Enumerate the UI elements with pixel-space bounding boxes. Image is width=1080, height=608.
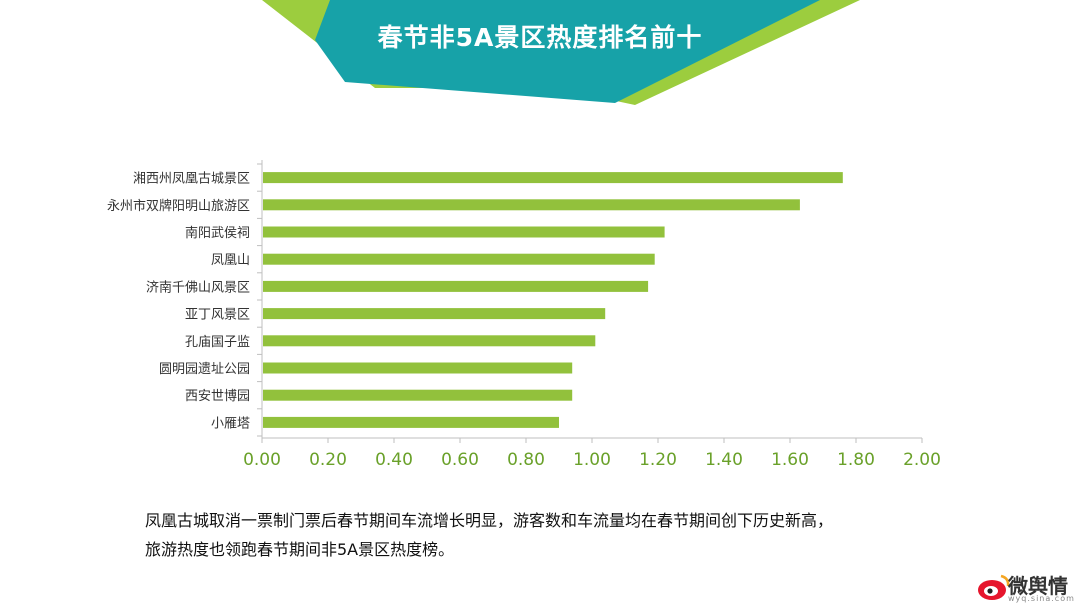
category-label: 南阳武侯祠 — [185, 225, 250, 241]
caption-line-1: 凤凰古城取消一票制门票后春节期间车流增长明显，游客数和车流量均在春节期间创下历史… — [145, 511, 834, 530]
x-tick-label: 1.80 — [837, 450, 875, 470]
category-label: 永州市双牌阳明山旅游区 — [107, 198, 250, 214]
logo-url: wyq.sina.com — [1008, 594, 1075, 603]
bar — [263, 226, 665, 238]
bar — [263, 335, 596, 347]
x-tick-label: 0.60 — [441, 450, 479, 470]
title-banner — [262, 0, 860, 105]
weibo-logo-icon — [978, 574, 1010, 600]
category-label: 圆明园遗址公园 — [159, 362, 250, 377]
x-tick-label: 0.40 — [375, 450, 413, 470]
banner-teal-shape — [315, 0, 820, 103]
bar — [263, 389, 573, 401]
bar — [263, 172, 843, 184]
x-tick-label: 1.00 — [573, 450, 611, 470]
x-tick-label: 1.20 — [639, 450, 677, 470]
bar — [263, 416, 559, 428]
bar — [263, 199, 800, 211]
category-label: 亚丁风景区 — [185, 308, 250, 323]
category-label: 西安世博园 — [185, 389, 250, 404]
x-tick-label: 1.60 — [771, 450, 809, 470]
x-tick-label: 0.80 — [507, 450, 545, 470]
x-tick-label: 0.20 — [309, 450, 347, 470]
category-label: 凤凰山 — [211, 253, 250, 268]
bar — [263, 308, 606, 320]
caption-line-2: 旅游热度也领跑春节期间非5A景区热度榜。 — [145, 540, 455, 559]
bar — [263, 362, 573, 374]
bar — [263, 280, 649, 292]
page-title: 春节非5A景区热度排名前十 — [377, 23, 703, 52]
category-label: 湘西州凤凰古城景区 — [133, 172, 250, 187]
category-label: 孔庙国子监 — [185, 335, 250, 350]
x-tick-label: 0.00 — [243, 450, 281, 470]
x-tick-label: 2.00 — [903, 450, 941, 470]
logo-text: 微舆情 — [1008, 574, 1068, 598]
bar-chart: 0.00 0.20 0.40 0.60 0.80 1.00 1.20 1.40 1.60 1.80… — [107, 160, 941, 470]
bar — [263, 253, 655, 265]
caption-text: 凤凰古城取消一票制门票后春节期间车流增长明显，游客数和车流量均在春节期间创下历史… — [145, 506, 945, 564]
category-label: 济南千佛山风景区 — [146, 279, 250, 295]
x-tick-label: 1.40 — [705, 450, 743, 470]
category-label: 小雁塔 — [211, 416, 250, 431]
